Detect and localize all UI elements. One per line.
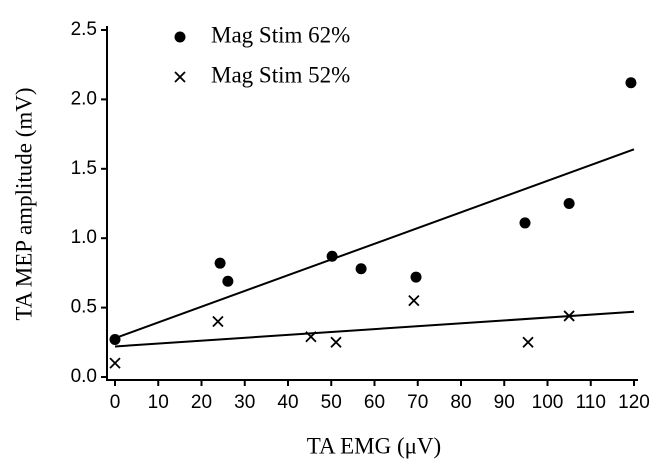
x-tick-label: 80 [450,392,471,413]
point [212,315,224,328]
x-tick-label: 0 [110,392,121,413]
x-tick-label: 40 [277,392,298,413]
point [563,310,575,322]
point [214,257,226,269]
x-tick-label: 30 [234,392,255,413]
x-tick-label: 90 [494,392,515,413]
x-tick-label: 110 [576,392,606,413]
fit-line [114,148,635,340]
y-tick-label: 2.0 [71,88,97,109]
legend-label: Mag Stim 52% [211,62,350,87]
point [563,198,575,209]
point [222,275,234,287]
legend-marker [174,71,186,83]
point [326,250,338,262]
point [522,336,534,348]
legend-marker [174,31,186,43]
y-tick-label: 1.5 [71,158,97,179]
x-tick-label: 100 [532,392,564,413]
point [519,217,531,229]
fit-line [114,310,635,348]
x-tick-label: 60 [364,392,385,413]
y-tick-label: 2.5 [71,19,97,40]
legend-label: Mag Stim 62% [211,22,350,47]
point [109,357,121,369]
y-tick-label: 0.0 [71,366,97,387]
point [625,77,637,89]
point [109,334,121,346]
x-axis-label: TA EMG (μV) [307,433,441,458]
point [305,331,317,343]
point [410,271,422,283]
y-axis-label: TA MEP amplitude (mV) [11,87,36,320]
y-tick-label: 1.0 [71,227,97,248]
point [330,336,342,348]
x-tick-label: 50 [321,392,342,413]
x-tick-label: 70 [407,392,428,413]
x-tick-label: 20 [191,392,212,413]
y-tick-label: 0.5 [71,297,97,318]
point [355,263,367,275]
point [408,295,420,307]
x-tick-label: 10 [148,392,169,413]
x-tick-label: 120 [618,392,650,413]
